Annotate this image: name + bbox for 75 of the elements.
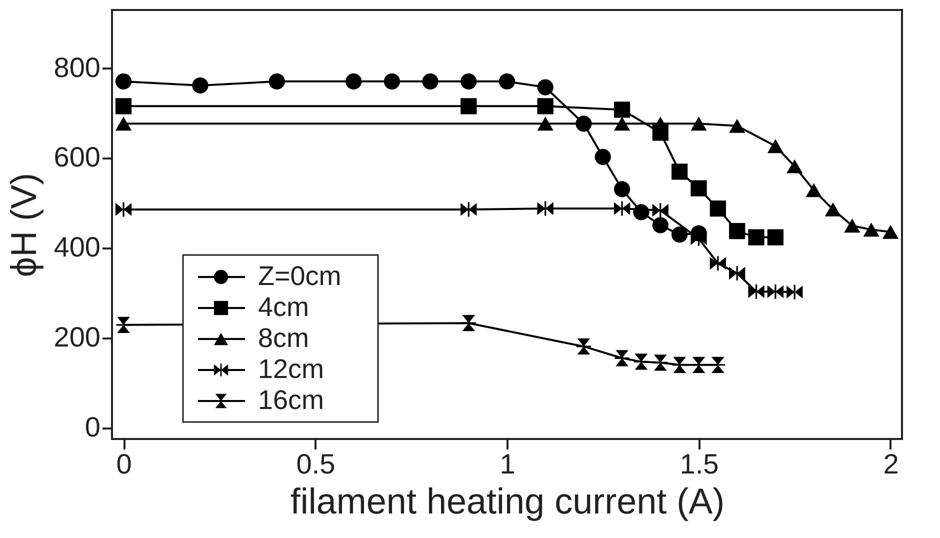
point — [748, 284, 764, 299]
point — [806, 183, 822, 198]
point — [748, 229, 764, 246]
y-tick-label: 400 — [54, 232, 100, 263]
point — [710, 256, 726, 271]
point — [633, 204, 650, 220]
point — [844, 218, 860, 233]
point — [422, 73, 438, 90]
point — [767, 139, 784, 154]
point — [614, 350, 630, 366]
point — [116, 316, 131, 333]
point — [460, 202, 477, 217]
point — [594, 148, 611, 165]
y-tick-label: 0 — [84, 411, 100, 442]
point — [268, 73, 285, 90]
legend-label: 8cm — [258, 323, 310, 353]
x-tick-label: 2 — [883, 448, 899, 480]
x-tick-label: 1 — [500, 448, 516, 480]
point — [824, 202, 842, 216]
point — [652, 116, 668, 131]
point — [460, 98, 477, 114]
x-tick-label: 0.5 — [296, 448, 336, 480]
point — [461, 315, 476, 332]
point — [690, 116, 707, 131]
legend-label: Z=0cm — [258, 261, 342, 291]
point — [652, 203, 668, 218]
point — [672, 356, 687, 373]
point — [115, 98, 132, 114]
point — [576, 338, 591, 355]
legend-label: 4cm — [258, 292, 310, 322]
point — [460, 73, 477, 90]
point — [614, 116, 630, 131]
point — [634, 354, 648, 370]
point — [767, 229, 784, 246]
x-tick-label: 0 — [116, 448, 132, 480]
point — [576, 116, 592, 132]
point — [537, 201, 554, 216]
point — [863, 222, 880, 237]
point — [537, 116, 554, 131]
point — [729, 118, 746, 133]
point — [691, 356, 706, 373]
point — [710, 356, 726, 373]
point — [786, 159, 803, 174]
point — [498, 73, 516, 90]
point — [882, 224, 899, 239]
y-tick-label: 600 — [54, 142, 100, 173]
point — [115, 116, 132, 131]
legend-label: 16cm — [258, 385, 324, 415]
point — [690, 180, 707, 196]
point — [710, 200, 726, 217]
point — [672, 226, 688, 243]
point — [384, 73, 400, 90]
point — [537, 98, 554, 114]
point — [192, 77, 208, 94]
point — [652, 217, 668, 234]
point — [729, 266, 746, 280]
point — [115, 73, 132, 90]
point — [346, 73, 362, 90]
point — [614, 102, 630, 118]
x-axis-title: filament heating current (A) — [290, 480, 725, 522]
y-axis-title: ϕH (V) — [2, 172, 44, 278]
point — [672, 164, 688, 180]
point — [786, 284, 803, 300]
legend-label: 12cm — [258, 354, 324, 384]
point — [767, 284, 784, 299]
y-tick-label: 200 — [54, 321, 100, 352]
y-tick-label: 800 — [54, 52, 100, 83]
point — [690, 231, 707, 246]
point — [653, 354, 668, 371]
point — [729, 222, 746, 240]
point — [614, 181, 630, 198]
point — [614, 201, 630, 216]
x-tick-label: 1.5 — [680, 448, 719, 480]
point — [537, 79, 554, 96]
point — [115, 202, 132, 217]
